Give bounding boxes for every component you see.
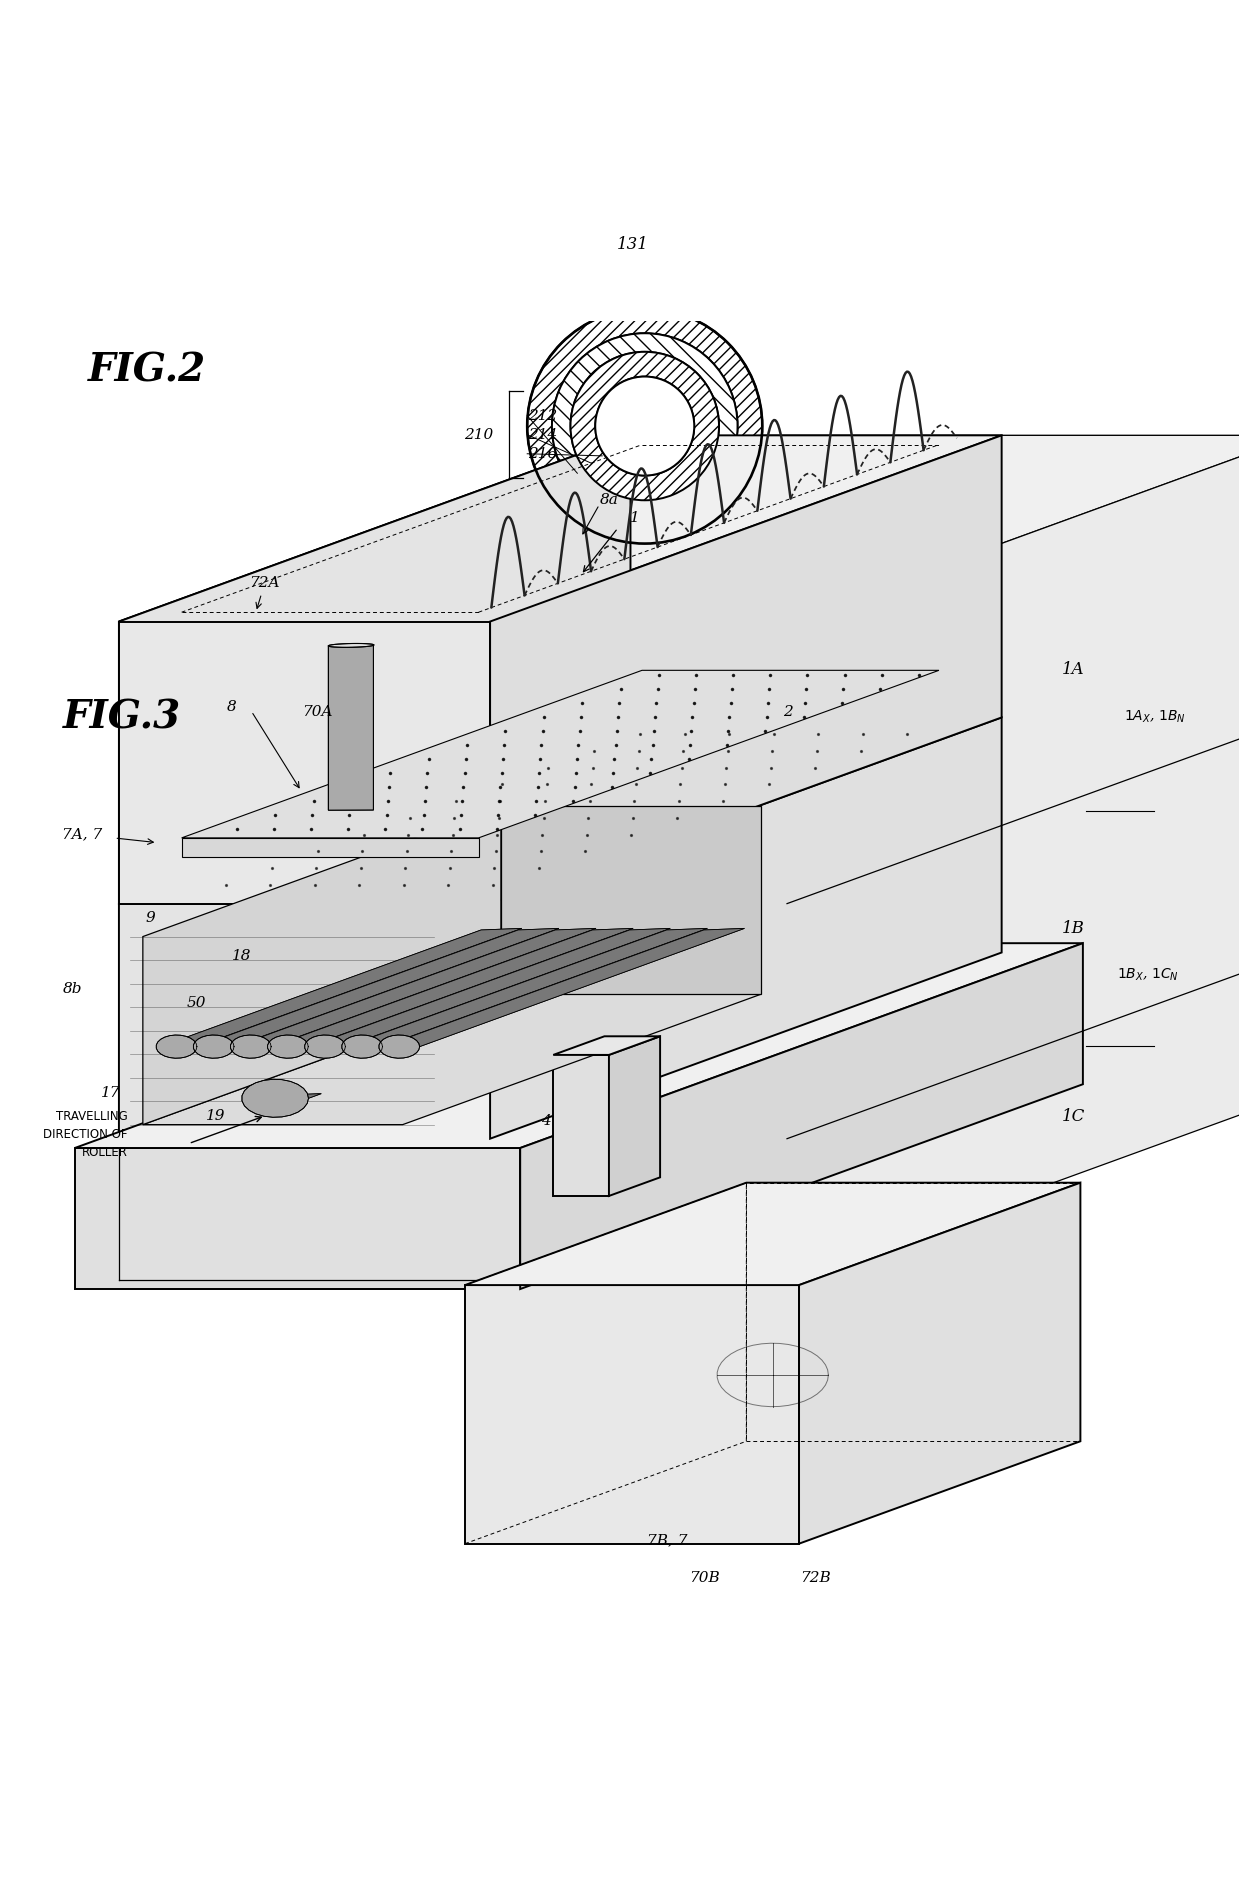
- Text: 131: 131: [616, 237, 649, 254]
- Polygon shape: [787, 436, 1240, 1280]
- Polygon shape: [242, 1094, 321, 1101]
- Text: FIG.2: FIG.2: [88, 351, 206, 389]
- Polygon shape: [181, 671, 939, 838]
- Text: 4: 4: [541, 1114, 551, 1129]
- Text: 2: 2: [782, 705, 792, 720]
- Polygon shape: [74, 943, 1083, 1148]
- Polygon shape: [342, 1035, 382, 1058]
- Polygon shape: [156, 928, 522, 1048]
- Polygon shape: [521, 943, 1083, 1289]
- Polygon shape: [119, 718, 630, 1139]
- Polygon shape: [143, 994, 761, 1126]
- Polygon shape: [799, 1182, 1080, 1545]
- Polygon shape: [329, 644, 373, 810]
- Text: 8b: 8b: [63, 983, 82, 996]
- Polygon shape: [609, 1037, 660, 1195]
- Polygon shape: [119, 718, 1002, 904]
- Polygon shape: [143, 806, 501, 1126]
- Polygon shape: [305, 928, 670, 1048]
- Polygon shape: [379, 928, 744, 1048]
- Text: $1B_X$, $1C_N$: $1B_X$, $1C_N$: [1117, 968, 1179, 983]
- Polygon shape: [156, 1035, 197, 1058]
- Polygon shape: [193, 928, 559, 1048]
- Polygon shape: [193, 1035, 234, 1058]
- Text: 1A: 1A: [1061, 661, 1084, 678]
- Text: 1C: 1C: [1061, 1107, 1085, 1126]
- Text: 214: 214: [528, 428, 558, 442]
- Wedge shape: [570, 351, 719, 500]
- Polygon shape: [553, 1054, 609, 1195]
- Text: 1B: 1B: [1061, 919, 1084, 936]
- Text: 7A, 7: 7A, 7: [62, 827, 102, 842]
- Polygon shape: [465, 1285, 799, 1545]
- Polygon shape: [231, 928, 596, 1048]
- Text: 72A: 72A: [249, 577, 280, 590]
- Polygon shape: [553, 1037, 660, 1054]
- Text: 72B: 72B: [800, 1571, 831, 1584]
- Polygon shape: [268, 928, 634, 1048]
- Polygon shape: [74, 1148, 521, 1289]
- Polygon shape: [181, 838, 479, 857]
- Polygon shape: [119, 904, 490, 1139]
- Circle shape: [595, 376, 694, 475]
- Polygon shape: [465, 1182, 1080, 1285]
- Text: 70B: 70B: [689, 1571, 719, 1584]
- Polygon shape: [329, 643, 374, 648]
- Polygon shape: [156, 928, 522, 1048]
- Polygon shape: [630, 436, 1240, 1094]
- Polygon shape: [305, 1035, 346, 1058]
- Text: 8: 8: [227, 701, 237, 714]
- Text: 216: 216: [528, 447, 558, 460]
- Text: 17: 17: [102, 1086, 120, 1099]
- Text: 50: 50: [187, 996, 207, 1011]
- Polygon shape: [501, 806, 761, 994]
- Polygon shape: [379, 928, 744, 1048]
- Polygon shape: [268, 1035, 309, 1058]
- Polygon shape: [231, 928, 596, 1048]
- Text: 212: 212: [528, 408, 558, 423]
- Polygon shape: [119, 622, 490, 904]
- Polygon shape: [490, 436, 1002, 904]
- Text: FIG.3: FIG.3: [63, 699, 181, 737]
- Polygon shape: [379, 1035, 419, 1058]
- Text: 19: 19: [206, 1109, 226, 1124]
- Polygon shape: [305, 928, 670, 1048]
- Polygon shape: [242, 1079, 309, 1118]
- Text: 7B, 7: 7B, 7: [647, 1533, 687, 1546]
- Polygon shape: [231, 1035, 272, 1058]
- Text: 70A: 70A: [301, 705, 332, 720]
- Polygon shape: [242, 1094, 321, 1101]
- Text: 1: 1: [630, 511, 640, 524]
- Polygon shape: [119, 436, 1002, 622]
- Polygon shape: [193, 928, 559, 1048]
- Wedge shape: [527, 308, 763, 543]
- Text: 8a: 8a: [599, 494, 619, 507]
- Polygon shape: [342, 928, 707, 1048]
- Text: 210: 210: [465, 428, 494, 442]
- Polygon shape: [342, 928, 707, 1048]
- Wedge shape: [552, 333, 738, 519]
- Polygon shape: [268, 928, 634, 1048]
- Text: TRAVELLING
DIRECTION OF
ROLLER: TRAVELLING DIRECTION OF ROLLER: [43, 1110, 128, 1159]
- Text: $1A_X$, $1B_N$: $1A_X$, $1B_N$: [1125, 708, 1185, 725]
- Polygon shape: [119, 436, 1240, 622]
- Polygon shape: [329, 644, 373, 810]
- Text: 18: 18: [232, 949, 250, 964]
- Polygon shape: [490, 718, 1002, 1139]
- Text: 9: 9: [145, 911, 155, 926]
- Polygon shape: [119, 436, 630, 904]
